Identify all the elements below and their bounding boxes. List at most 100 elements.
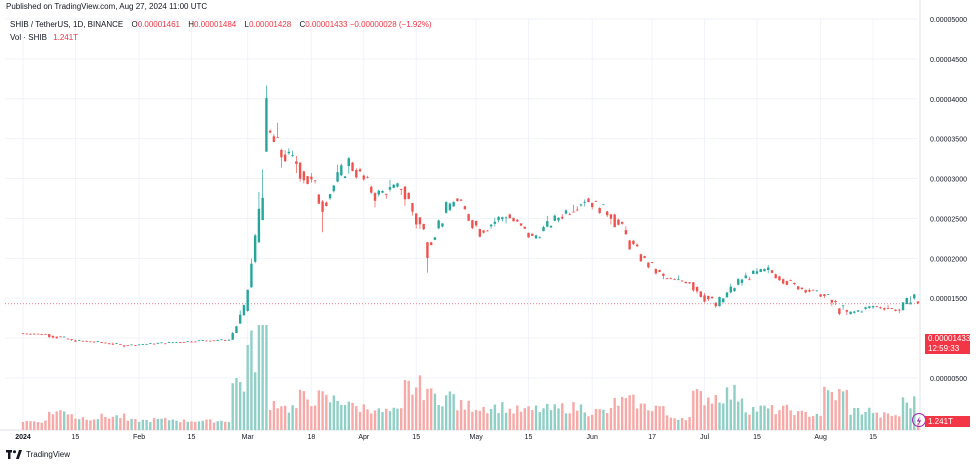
volume-bar [119, 418, 122, 430]
volume-bar [688, 417, 691, 430]
candle-body [845, 310, 849, 312]
candle-body [48, 334, 51, 337]
volume-label[interactable]: Vol · SHIB [10, 33, 47, 42]
candle-body [149, 343, 152, 344]
volume-bar [834, 400, 837, 430]
volume-bar [81, 417, 85, 430]
volume-bar [815, 413, 819, 430]
candle-body [489, 224, 493, 227]
candle-body [190, 341, 193, 343]
volume-bar [609, 407, 613, 430]
candle-body [33, 333, 36, 335]
candle-body [886, 308, 890, 309]
volume-bar [62, 411, 66, 430]
candle-body [512, 217, 515, 222]
lightning-icon[interactable] [912, 413, 926, 427]
volume-bar [823, 386, 826, 430]
candle-body [160, 342, 163, 344]
volume-bar [853, 407, 856, 430]
volume-bar [179, 422, 182, 430]
x-tick-label: Aug [814, 434, 827, 441]
volume-bar [456, 410, 459, 430]
volume-bar [516, 405, 519, 430]
x-tick-label: Mar [242, 434, 255, 441]
candle-body [332, 185, 336, 192]
candle-body [744, 275, 747, 279]
x-tick-label: 17 [648, 434, 656, 441]
candle-body [841, 305, 845, 307]
candle-body [355, 170, 358, 178]
volume-bar [253, 372, 257, 430]
volume-bar [871, 413, 875, 430]
open-value: 0.00001461 [137, 20, 180, 29]
volume-bar [894, 415, 897, 430]
candle-body [459, 199, 463, 201]
volume-bar [669, 417, 673, 430]
candle-body [830, 299, 834, 303]
volume-bar [444, 395, 448, 430]
x-tick-label: 15 [72, 434, 80, 441]
volume-bar [205, 419, 208, 430]
volume-bar [748, 414, 751, 430]
volume-bar [519, 411, 523, 430]
candle-body [838, 308, 841, 314]
volume-bar [767, 408, 770, 430]
candle-body [340, 165, 343, 176]
volume-bar [650, 411, 654, 430]
volume-bar [647, 410, 650, 430]
volume-bar [231, 383, 234, 430]
candle-body [793, 282, 796, 285]
candle-body [789, 280, 792, 281]
volume-bar [714, 394, 717, 430]
volume-bar [553, 404, 556, 430]
candle-body [699, 291, 703, 298]
volume-bar [583, 412, 586, 430]
candle-body [624, 230, 628, 235]
candle-body [542, 227, 545, 232]
volume-bar [291, 405, 294, 430]
candle-body [849, 311, 852, 315]
candle-body [722, 298, 725, 303]
candle-body [871, 306, 875, 308]
candle-body [759, 269, 762, 272]
volume-bar [710, 403, 714, 430]
volume-bar [478, 410, 482, 430]
candle-body [725, 292, 729, 298]
candle-body [767, 267, 770, 270]
candle-body [819, 294, 822, 297]
candle-body [212, 340, 216, 342]
volume-bar [212, 422, 216, 430]
candle-body [549, 225, 553, 228]
volume-bar [740, 398, 744, 430]
volume-bar [171, 419, 174, 430]
volume-bar [388, 411, 392, 430]
volume-bar [909, 408, 912, 430]
volume-bar [497, 413, 500, 430]
volume-bar [96, 419, 100, 430]
volume-bar [845, 389, 849, 430]
candle-body [583, 201, 586, 203]
candle-body [74, 340, 77, 342]
candle-body [119, 344, 122, 345]
volume-bar [287, 412, 291, 430]
candle-body [141, 344, 145, 346]
volume-bar [216, 421, 219, 430]
volume-bar [347, 401, 350, 430]
candle-body [388, 187, 392, 190]
volume-bar [400, 408, 403, 430]
volume-bar [224, 421, 227, 430]
candle-body [104, 342, 107, 344]
volume-bar [310, 406, 313, 430]
symbol-name[interactable]: SHIB / TetherUS, 1D, BINANCE [10, 20, 124, 29]
candle-body [620, 221, 624, 224]
candle-body [325, 202, 328, 206]
candle-body [486, 230, 489, 232]
candle-body [216, 340, 219, 341]
volume-bar [811, 416, 815, 430]
volume-bar [190, 421, 193, 430]
volume-bar [504, 412, 508, 430]
x-tick-label: Jul [700, 434, 709, 441]
candle-body [40, 334, 43, 335]
candle-body [385, 194, 388, 196]
